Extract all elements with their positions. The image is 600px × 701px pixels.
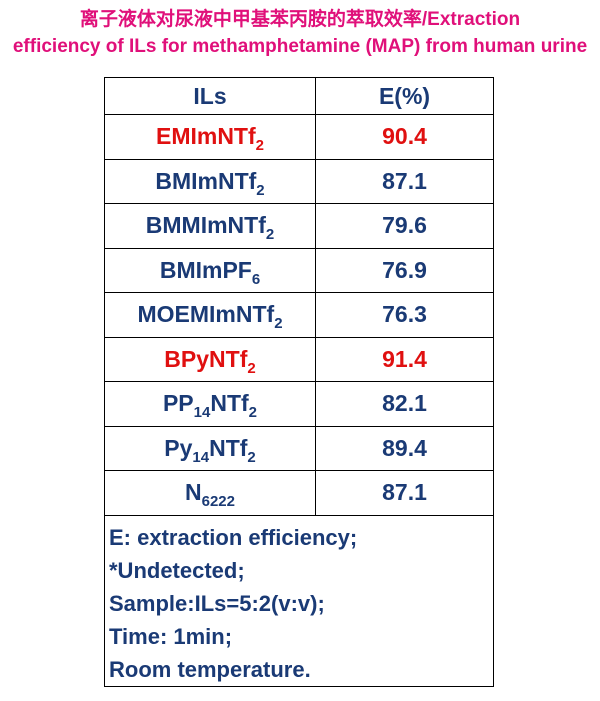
note-line: Time: 1min;	[109, 623, 233, 649]
il-subscript-2: 2	[248, 404, 258, 422]
efficiency-value: 82.1	[382, 390, 427, 417]
table-row: BMMImNTf 2 79.6	[105, 204, 493, 249]
il-subscript: 2	[255, 137, 264, 155]
table-row: BMImPF 6 76.9	[105, 248, 493, 293]
table-row: EMImNTf 2 90.4	[105, 115, 493, 160]
il-name: BMMImNTf	[145, 212, 266, 239]
efficiency-value: 91.4	[382, 345, 427, 372]
il-name: MOEMImNTf	[137, 301, 275, 328]
il-name-cell: BPyNTf 2	[105, 337, 316, 381]
il-name-cell: PP 14 NTf 2	[105, 382, 316, 426]
table-body: EMImNTf 2 90.4 BMImNTf 2 87.1 BMMImNTf 2 79.6 BMI…	[105, 115, 493, 516]
efficiency-value: 76.9	[382, 256, 427, 283]
il-name-cell: MOEMImNTf 2	[105, 293, 316, 337]
efficiency-value: 76.3	[382, 301, 427, 328]
il-name-suffix: NTf	[210, 390, 249, 417]
il-name: BPyNTf	[164, 345, 248, 372]
il-name: PP	[162, 390, 194, 417]
note-line: Sample:ILs=5:2(v:v);	[109, 590, 325, 616]
il-subscript: 14	[192, 448, 210, 466]
efficiency-value: 90.4	[382, 123, 427, 150]
il-subscript: 6	[251, 270, 261, 288]
il-subscript: 2	[274, 315, 283, 333]
efficiency-value: 87.1	[382, 479, 427, 506]
table-row: MOEMImNTf 2 76.3	[105, 293, 493, 338]
il-name-cell: EMImNTf 2	[105, 115, 316, 159]
il-name-cell: BMImNTf 2	[105, 159, 316, 203]
column-header-e: E(%)	[378, 82, 431, 109]
il-subscript: 6222	[201, 493, 235, 511]
il-subscript: 2	[265, 226, 275, 244]
il-name-cell: BMMImNTf 2	[105, 204, 316, 248]
il-name: EMImNTf	[155, 123, 256, 150]
il-name-suffix: NTf	[209, 434, 248, 461]
il-name-cell: BMImPF 6	[105, 248, 316, 292]
table-row: N 6222 87.1	[105, 471, 493, 516]
efficiency-value: 79.6	[382, 212, 427, 239]
il-name: BMImPF	[159, 256, 252, 283]
efficiency-value: 87.1	[382, 167, 427, 194]
il-subscript: 14	[193, 404, 211, 422]
il-name: Py	[164, 434, 193, 461]
page-title: 离子液体对尿液中甲基苯丙胺的萃取效率/Extraction efficiency…	[0, 6, 600, 60]
il-subscript-2: 2	[247, 448, 256, 466]
table-notes: E: extraction efficiency; *Undetected; S…	[105, 516, 493, 686]
il-subscript: 2	[256, 181, 265, 199]
il-name: BMImNTf	[155, 167, 257, 194]
table-row: BMImNTf 2 87.1	[105, 159, 493, 204]
table-row: PP 14 NTf 2 82.1	[105, 382, 493, 427]
table-row: Py 14 NTf 2 89.4	[105, 426, 493, 471]
title-line-1: 离子液体对尿液中甲基苯丙胺的萃取效率/Extraction	[79, 9, 521, 30]
table-header-row: ILs E(%)	[105, 78, 493, 115]
title-line-2: efficiency of ILs for methamphetamine (M…	[12, 36, 588, 57]
note-line: *Undetected;	[109, 557, 245, 583]
results-table: ILs E(%) EMImNTf 2 90.4 BMImNTf 2 87.1 BMMImNT…	[104, 77, 494, 687]
table-row: BPyNTf 2 91.4	[105, 337, 493, 382]
column-header-ils: ILs	[105, 78, 316, 114]
note-line: Room temperature.	[109, 656, 311, 682]
note-line: E: extraction efficiency;	[109, 524, 358, 550]
il-name-cell: N 6222	[105, 471, 316, 515]
il-name-cell: Py 14 NTf 2	[105, 426, 316, 470]
il-subscript: 2	[247, 359, 256, 377]
efficiency-value: 89.4	[382, 434, 427, 461]
il-name: N	[185, 479, 202, 506]
